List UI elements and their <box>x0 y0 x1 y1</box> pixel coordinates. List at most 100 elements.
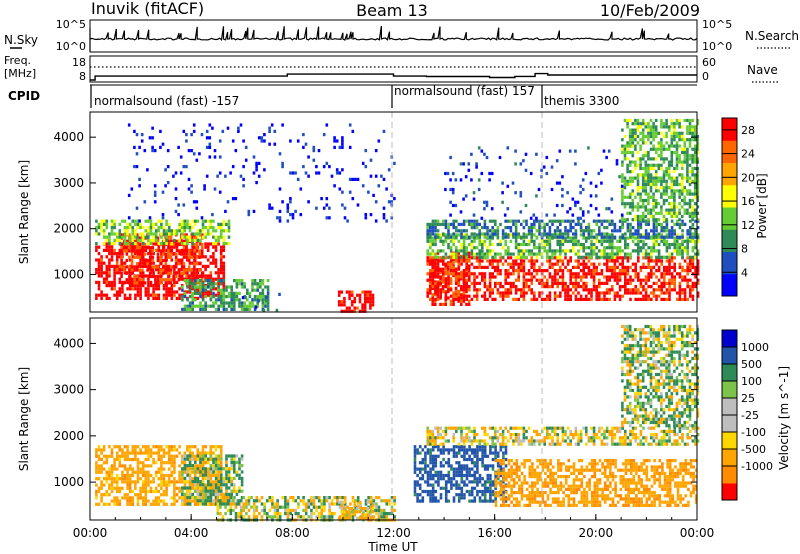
power-cell <box>178 271 181 275</box>
power-cell <box>553 232 557 236</box>
power-cell <box>467 267 471 271</box>
power-cell <box>118 255 122 259</box>
velocity-cell <box>113 486 116 490</box>
power-cell <box>447 285 450 289</box>
power-cell <box>481 255 484 259</box>
power-cell <box>624 275 627 279</box>
power-cell <box>650 249 653 253</box>
power-cell <box>620 184 624 188</box>
power-cell <box>535 235 539 239</box>
power-cell <box>636 208 640 212</box>
power-cell <box>136 226 140 230</box>
velocity-cell <box>126 445 129 449</box>
power-cell <box>600 281 604 285</box>
power-cell <box>654 205 658 209</box>
power-cell <box>429 232 432 236</box>
power-cell <box>598 294 601 298</box>
power-cell <box>629 226 632 230</box>
power-cell <box>509 226 513 230</box>
power-cell <box>429 291 432 295</box>
power-cell <box>590 291 593 295</box>
power-cell <box>123 242 127 246</box>
power-cell <box>585 285 588 289</box>
power-cell <box>100 296 103 300</box>
power-cell <box>268 129 271 133</box>
power-cell <box>647 285 650 289</box>
power-cell <box>299 187 303 191</box>
power-cell <box>123 232 127 236</box>
power-cell <box>217 279 220 283</box>
power-cell <box>491 272 494 276</box>
power-cell <box>527 288 531 292</box>
power-cell <box>157 242 161 246</box>
power-cell <box>691 211 694 215</box>
power-cell <box>693 195 697 199</box>
power-cell <box>678 218 681 222</box>
velocity-cell <box>115 486 119 490</box>
power-cell <box>193 249 196 253</box>
power-cell <box>165 232 168 236</box>
power-cell <box>652 125 655 129</box>
power-cell <box>462 235 466 239</box>
power-cell <box>488 278 492 282</box>
power-cell <box>592 235 596 239</box>
power-cell <box>192 129 196 133</box>
power-cell <box>637 278 640 282</box>
power-cell <box>139 290 142 294</box>
power-cell <box>172 274 175 279</box>
power-cell <box>212 252 215 256</box>
power-cell <box>180 264 184 268</box>
velocity-cell <box>126 496 129 500</box>
power-cell <box>115 264 119 268</box>
power-cell <box>608 233 611 237</box>
power-cell <box>618 285 622 289</box>
power-cell <box>571 197 575 201</box>
power-cell <box>655 275 658 279</box>
power-cell <box>572 232 575 236</box>
power-cell <box>533 275 536 279</box>
power-cell <box>631 138 635 142</box>
power-cell <box>543 226 546 230</box>
power-cell <box>468 265 471 269</box>
date-title: 10/Feb/2009 <box>600 1 700 20</box>
power-cell <box>680 138 684 142</box>
power-cell <box>439 236 442 240</box>
velocity-cell <box>165 483 168 487</box>
power-cell <box>626 291 630 295</box>
velocity-cell <box>102 448 106 452</box>
power-cell <box>341 190 344 194</box>
power-cell <box>644 232 648 236</box>
velocity-cell <box>196 457 200 461</box>
velocity-cell <box>181 499 184 503</box>
power-cell <box>678 208 681 212</box>
power-cell <box>121 290 124 294</box>
power-cell <box>694 269 697 273</box>
power-cell <box>665 211 668 215</box>
power-cell <box>113 268 116 272</box>
power-cell <box>507 249 510 253</box>
power-cell <box>162 284 166 288</box>
power-cell <box>569 281 572 285</box>
velocity-cell <box>181 470 184 474</box>
power-cell <box>636 157 640 161</box>
power-cell <box>520 262 523 266</box>
power-cell <box>217 298 220 302</box>
power-cell <box>128 287 132 291</box>
power-cell <box>233 279 236 283</box>
power-cell <box>455 255 458 259</box>
velocity-cell <box>180 480 184 484</box>
power-cell <box>585 252 588 256</box>
power-cell <box>507 246 510 250</box>
power-cell <box>139 232 142 236</box>
power-cell <box>125 265 129 269</box>
velocity-cell <box>113 467 116 471</box>
power-cell <box>519 191 523 195</box>
power-cell <box>212 245 215 249</box>
power-cell <box>634 163 637 167</box>
power-cell <box>182 268 186 272</box>
power-cell <box>629 222 632 226</box>
power-cell <box>499 256 502 260</box>
power-cell <box>551 285 554 289</box>
velocity-cell <box>144 493 148 497</box>
power-cell <box>140 133 144 137</box>
